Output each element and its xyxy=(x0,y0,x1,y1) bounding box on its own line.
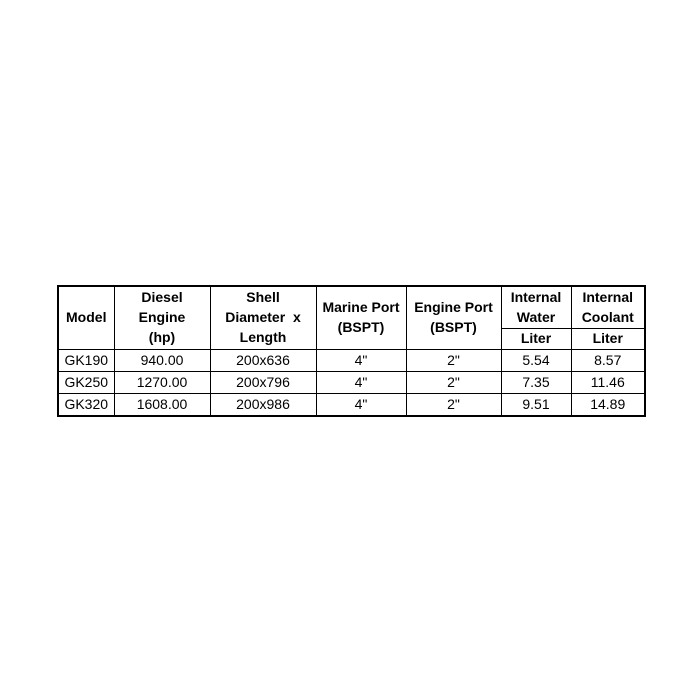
header-shell-diameter: Shell Diameter x Length xyxy=(209,285,317,350)
cell-diesel-engine: 940.00 xyxy=(113,348,211,372)
cell-shell-diameter: 200x796 xyxy=(209,370,317,394)
cell-model: GK250 xyxy=(57,370,115,394)
table-row-gk190: GK190 940.00 200x636 4" 2" 5.54 8.57 xyxy=(57,348,646,372)
subheader-water-liter: Liter xyxy=(500,328,572,350)
cell-diesel-engine: 1270.00 xyxy=(113,370,211,394)
cell-marine-port: 4" xyxy=(315,348,407,372)
cell-internal-coolant: 8.57 xyxy=(570,348,646,372)
cell-internal-water: 7.35 xyxy=(500,370,572,394)
table-row-gk250: GK250 1270.00 200x796 4" 2" 7.35 11.46 xyxy=(57,370,646,394)
cell-shell-diameter: 200x986 xyxy=(209,392,317,417)
cell-engine-port: 2" xyxy=(405,348,502,372)
header-row-main: Model Diesel Engine (hp) Shell Diameter … xyxy=(57,285,646,350)
cell-diesel-engine: 1608.00 xyxy=(113,392,211,417)
header-engine-port: Engine Port (BSPT) xyxy=(405,285,502,350)
cell-internal-water: 9.51 xyxy=(500,392,572,417)
cell-shell-diameter: 200x636 xyxy=(209,348,317,372)
spec-table-container: Model Diesel Engine (hp) Shell Diameter … xyxy=(57,285,646,417)
header-diesel-engine: Diesel Engine (hp) xyxy=(113,285,211,350)
cell-internal-coolant: 11.46 xyxy=(570,370,646,394)
cell-model: GK320 xyxy=(57,392,115,417)
cell-engine-port: 2" xyxy=(405,392,502,417)
cell-marine-port: 4" xyxy=(315,392,407,417)
header-model: Model xyxy=(57,285,115,350)
cell-engine-port: 2" xyxy=(405,370,502,394)
cell-internal-water: 5.54 xyxy=(500,348,572,372)
subheader-coolant-liter: Liter xyxy=(570,328,646,350)
header-internal-coolant: Internal Coolant xyxy=(570,285,646,329)
cell-internal-coolant: 14.89 xyxy=(570,392,646,417)
cell-marine-port: 4" xyxy=(315,370,407,394)
spec-table: Model Diesel Engine (hp) Shell Diameter … xyxy=(57,285,646,417)
table-row-gk320: GK320 1608.00 200x986 4" 2" 9.51 14.89 xyxy=(57,392,646,417)
header-marine-port: Marine Port (BSPT) xyxy=(315,285,407,350)
cell-model: GK190 xyxy=(57,348,115,372)
header-internal-water: Internal Water xyxy=(500,285,572,329)
